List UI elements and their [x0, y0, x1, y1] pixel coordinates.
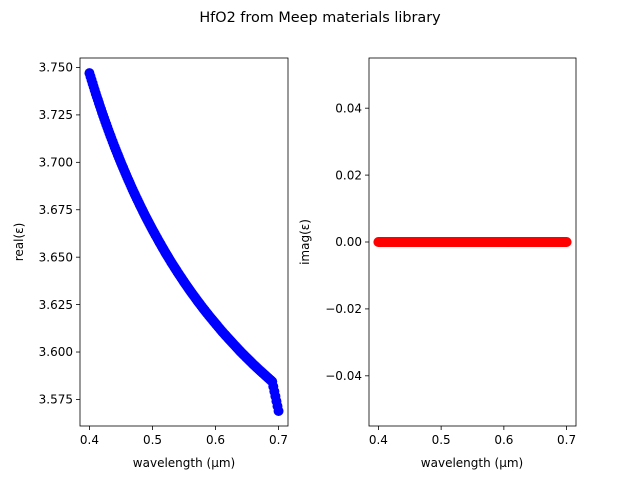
real-y-tick-label: 3.575: [39, 393, 73, 407]
imag-x-tick-label: 0.6: [494, 433, 513, 447]
real-axes-frame: [79, 57, 289, 427]
figure-title: HfO2 from Meep materials library: [199, 10, 441, 26]
real-x-ticks: 0.4 0.5 0.6 0.7: [80, 426, 288, 447]
real-points: [84, 68, 284, 417]
real-x-tick-label: 0.5: [143, 433, 162, 447]
subplot-imag: 0.4 0.5 0.6 0.7 −0.04 −0.02 0.00 0.02 0.04 wave…: [298, 57, 577, 470]
real-y-tick-label: 3.675: [39, 203, 73, 217]
subplot-real: 0.4 0.5 0.6 0.7 3.5753.6003.6253.6503.6753.…: [12, 57, 289, 470]
imag-y-tick-label: −0.02: [325, 302, 362, 316]
imag-data-point: [561, 237, 572, 247]
imag-x-ticks: 0.4 0.5 0.6 0.7: [369, 426, 576, 447]
imag-y-tick-label: 0.02: [335, 168, 362, 182]
real-y-tick-label: 3.625: [39, 298, 73, 312]
real-data-point: [273, 406, 284, 417]
real-x-tick-label: 0.4: [80, 433, 99, 447]
real-y-tick-label: 3.725: [39, 108, 73, 122]
real-y-ticks: 3.575 3.600 3.625 3.650 3.675 3.700 3.725 3.750: [39, 61, 80, 407]
real-y-tick-label: 3.650: [39, 250, 73, 264]
imag-points: [373, 237, 572, 247]
imag-x-tick-label: 0.5: [432, 433, 451, 447]
imag-x-tick-label: 0.4: [369, 433, 388, 447]
real-y-tick-label: 3.600: [39, 345, 73, 359]
real-y-tick-label: 3.700: [39, 156, 73, 170]
real-x-axis-label: wavelength (μm): [133, 456, 235, 470]
imag-x-tick-label: 0.7: [557, 433, 576, 447]
real-x-tick-label: 0.7: [269, 433, 288, 447]
real-y-axis-label: real(ε): [12, 223, 26, 262]
imag-y-ticks: −0.04 −0.02 0.00 0.02 0.04: [325, 101, 369, 383]
imag-y-tick-label: 0.04: [335, 101, 362, 115]
real-y-tick-label: 3.750: [39, 61, 73, 75]
real-x-tick-label: 0.6: [206, 433, 225, 447]
imag-y-tick-label: −0.04: [325, 369, 362, 383]
imag-y-tick-label: 0.00: [335, 235, 362, 249]
imag-y-axis-label: imag(ε): [298, 219, 312, 265]
imag-x-axis-label: wavelength (μm): [421, 456, 523, 470]
